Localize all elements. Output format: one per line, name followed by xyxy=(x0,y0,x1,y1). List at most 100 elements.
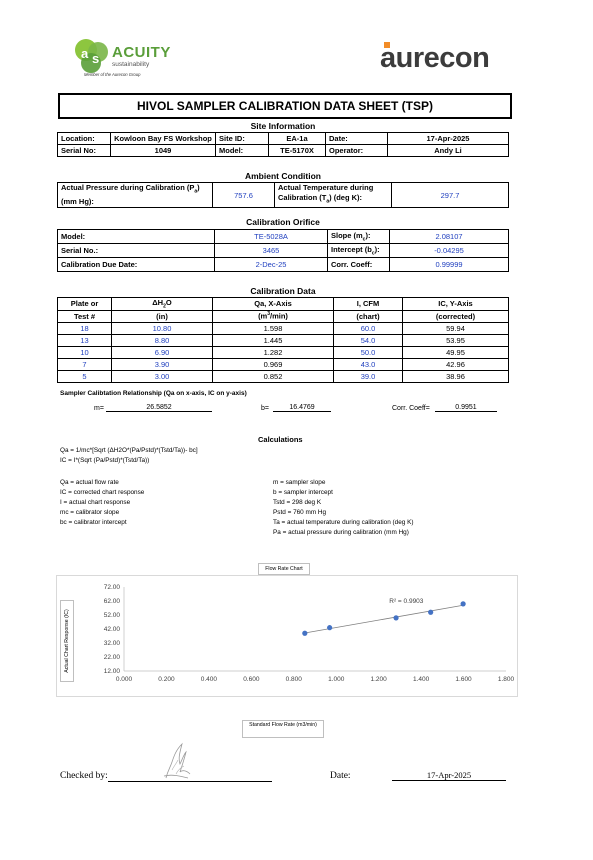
due-label: Calibration Due Date: xyxy=(57,257,215,272)
y-tick-label: 42.00 xyxy=(104,626,121,633)
y-tick-label: 32.00 xyxy=(104,640,121,647)
aurecon-logo-text: aurecon xyxy=(380,42,490,74)
model-label: Model: xyxy=(215,144,269,157)
col-qa-sub: (m3/min) xyxy=(212,309,334,323)
serial-label: Serial No: xyxy=(57,144,111,157)
plate-cell: 5 xyxy=(57,369,112,383)
location-label: Location: xyxy=(57,132,111,145)
due-value: 2-Dec-25 xyxy=(214,257,328,272)
col-dh-sub: (in) xyxy=(111,309,213,323)
acuity-member: Member of the Aurecon Group xyxy=(84,72,141,77)
dh-cell: 10.80 xyxy=(111,321,213,335)
chart-title: Flow Rate Chart xyxy=(258,563,310,575)
slope-label: Slope (mc): xyxy=(327,229,390,244)
x-tick-label: 0.800 xyxy=(286,676,303,683)
ic-cell: 38.96 xyxy=(402,369,509,383)
def-i: I = actual chart response xyxy=(60,499,131,506)
b-label: b= xyxy=(261,405,269,412)
pressure-label: Actual Pressure during Calibration (Pa)(… xyxy=(57,182,213,208)
calculations-heading: Calculations xyxy=(258,435,303,444)
ic-cell: 53.95 xyxy=(402,333,509,347)
ic-cell: 42.96 xyxy=(402,357,509,371)
site-heading: Site Information xyxy=(250,121,316,131)
y-axis-label-box: Actual Chart Response (IC) xyxy=(60,600,74,682)
col-dh-head: ΔH2O xyxy=(111,297,213,311)
orifice-model-value: TE-5028A xyxy=(214,229,328,244)
dh-cell: 3.00 xyxy=(111,369,213,383)
checked-by-line xyxy=(108,781,272,782)
orifice-heading: Calibration Orifice xyxy=(246,217,320,227)
left-definitions: Qa = actual flow rate IC = corrected cha… xyxy=(60,478,144,528)
def-tstd: Tstd = 298 deg K xyxy=(273,499,322,506)
y-tick-label: 62.00 xyxy=(104,598,121,605)
i-cell: 60.0 xyxy=(333,321,403,335)
orifice-model-label: Model: xyxy=(57,229,215,244)
i-cell: 54.0 xyxy=(333,333,403,347)
m-value: 26.5852 xyxy=(106,404,212,412)
svg-text:a: a xyxy=(81,46,89,61)
qa-cell: 0.852 xyxy=(212,369,334,383)
acuity-logo: a s ACUITY sustainability Member of the … xyxy=(72,34,182,82)
footer-date-label: Date: xyxy=(330,771,351,781)
y-tick-label: 72.00 xyxy=(104,584,121,591)
i-cell: 50.0 xyxy=(333,345,403,359)
right-definitions: m = sampler slope b = sampler intercept … xyxy=(273,478,414,538)
def-mc: mc = calibrator slope xyxy=(60,509,120,516)
table-row: 7 3.90 0.969 43.0 42.96 xyxy=(57,357,509,371)
col-i-head: I, CFM xyxy=(333,297,403,311)
x-tick-label: 1.200 xyxy=(371,676,388,683)
qa-cell: 1.282 xyxy=(212,345,334,359)
intercept-label: Intercept (bc): xyxy=(327,243,390,258)
location-value: Kowloon Bay FS Workshop xyxy=(110,132,216,145)
data-point xyxy=(460,601,466,607)
col-plate-sub: Test # xyxy=(57,309,112,323)
operator-label: Operator: xyxy=(325,144,388,157)
table-row: 18 10.80 1.598 60.0 59.94 xyxy=(57,321,509,335)
svg-text:s: s xyxy=(92,51,99,66)
x-tick-label: 0.200 xyxy=(158,676,175,683)
b-value: 16.4769 xyxy=(273,404,331,412)
equation-qa: Qa = 1/mc*[Sqrt (ΔH2O*(Pa/Pstd)*(Tstd/Ta… xyxy=(60,447,198,454)
x-tick-label: 1.800 xyxy=(498,676,515,683)
aurecon-dot-icon xyxy=(384,42,390,48)
calib-heading: Calibration Data xyxy=(250,286,316,296)
site-id-value: EA-1a xyxy=(268,132,326,145)
r-squared-label: R² = 0.9903 xyxy=(389,598,424,605)
acuity-logo-icon: a s xyxy=(75,39,108,73)
chart-container xyxy=(56,575,518,697)
flow-rate-chart: 12.00 22.00 32.00 42.00 52.00 62.00 72.00 0.000… xyxy=(104,584,515,683)
footer-date-value: 17-Apr-2025 xyxy=(392,770,506,781)
def-ic: IC = corrected chart response xyxy=(60,489,145,496)
site-id-label: Site ID: xyxy=(215,132,269,145)
i-cell: 39.0 xyxy=(333,369,403,383)
x-tick-label: 0.000 xyxy=(116,676,133,683)
data-point xyxy=(302,630,308,636)
serial-value: 1049 xyxy=(110,144,216,157)
plate-cell: 7 xyxy=(57,357,112,371)
x-tick-label: 0.400 xyxy=(201,676,218,683)
ambient-heading: Ambient Condition xyxy=(244,171,321,181)
y-tick-label: 52.00 xyxy=(104,612,121,619)
x-tick-label: 0.600 xyxy=(243,676,260,683)
table-row: 13 8.80 1.445 54.0 53.95 xyxy=(57,333,509,347)
table-row: 5 3.00 0.852 39.0 38.96 xyxy=(57,369,509,383)
data-point xyxy=(327,625,333,631)
aurecon-logo: aurecon xyxy=(380,40,510,76)
pressure-value: 757.6 xyxy=(212,182,275,208)
col-qa-head: Qa, X-Axis xyxy=(212,297,334,311)
qa-cell: 1.445 xyxy=(212,333,334,347)
qa-cell: 0.969 xyxy=(212,357,334,371)
page-title: HIVOL SAMPLER CALIBRATION DATA SHEET (TS… xyxy=(58,93,512,119)
def-m: m = sampler slope xyxy=(273,479,326,486)
def-b: b = sampler intercept xyxy=(273,489,333,496)
dh-cell: 3.90 xyxy=(111,357,213,371)
def-pa: Pa = actual pressure during calibration … xyxy=(273,529,409,536)
def-qa: Qa = actual flow rate xyxy=(60,479,119,486)
dh-cell: 8.80 xyxy=(111,333,213,347)
table-row: 10 6.90 1.282 50.0 49.95 xyxy=(57,345,509,359)
i-cell: 43.0 xyxy=(333,357,403,371)
slope-value: 2.08107 xyxy=(389,229,509,244)
col-ic-head: IC, Y-Axis xyxy=(402,297,509,311)
col-ic-sub: (corrected) xyxy=(402,309,509,323)
equation-ic: IC = I*(Sqrt (Pa/Pstd)*(Tstd/Ta)) xyxy=(60,457,150,464)
